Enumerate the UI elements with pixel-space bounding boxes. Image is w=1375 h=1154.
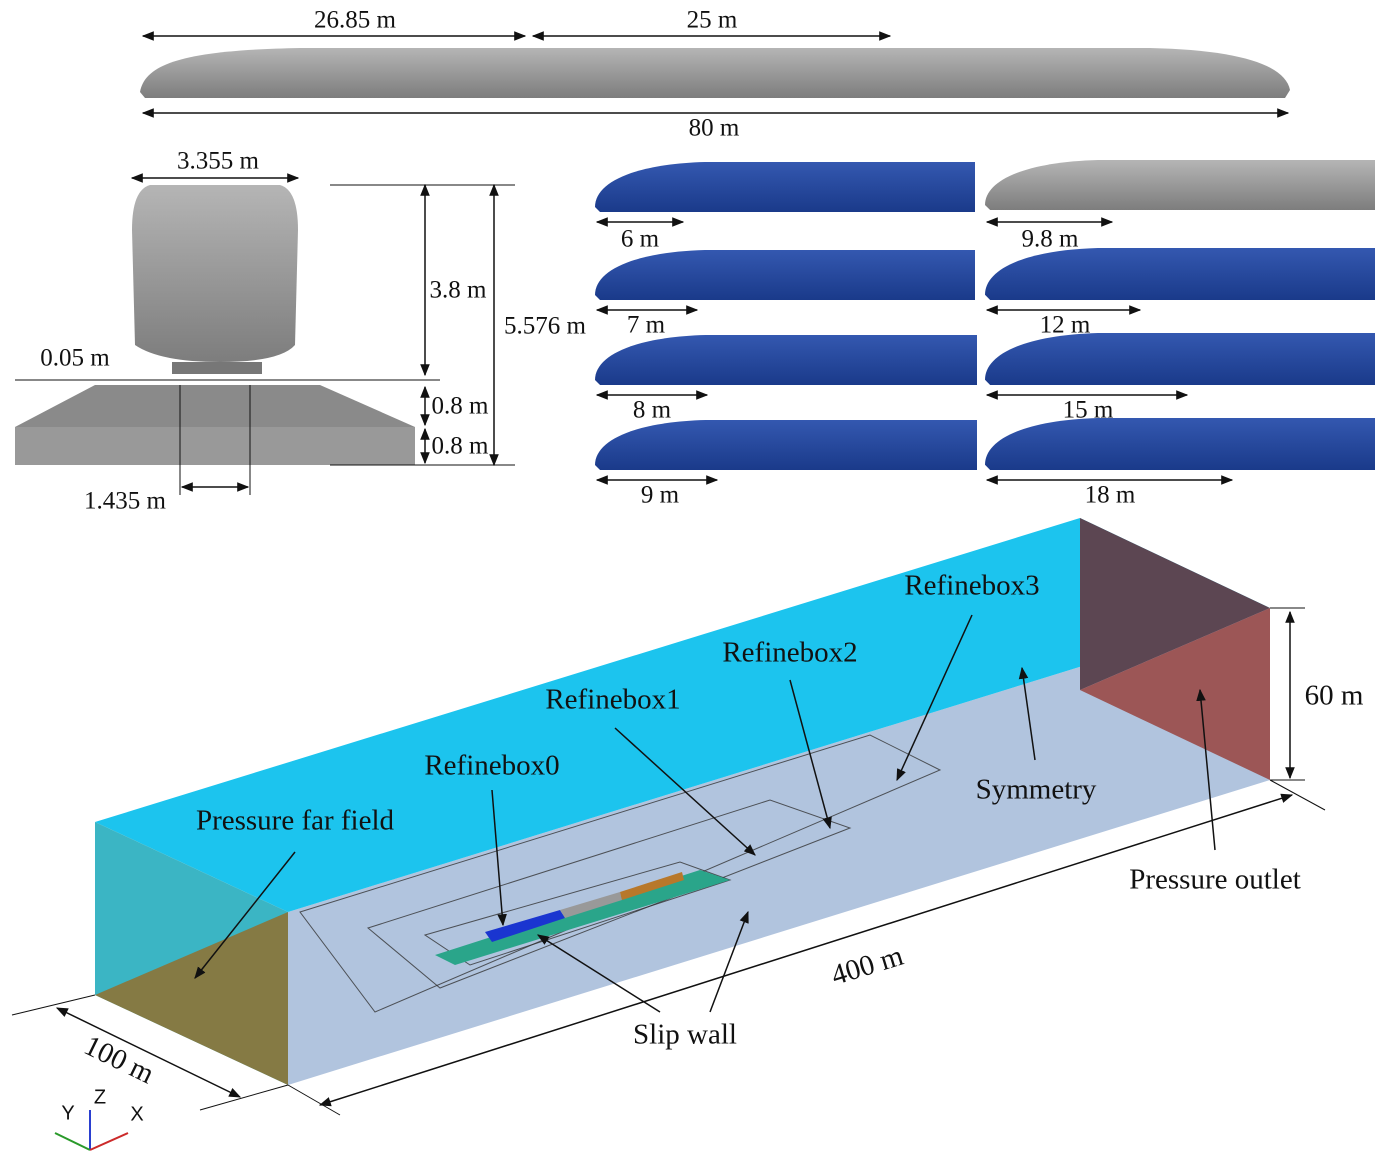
ext-line <box>1270 780 1325 810</box>
label: Slip wall <box>633 1019 737 1051</box>
nose-shape <box>985 418 1375 470</box>
ext-line <box>12 995 95 1015</box>
dim-label: 0.8 m <box>432 433 490 460</box>
dim-label: 26.85 m <box>314 7 397 34</box>
ext-line <box>200 1085 288 1110</box>
slab <box>15 427 415 465</box>
dim-label: 15 m <box>1063 397 1114 424</box>
nose-shape <box>595 335 977 385</box>
dim-label: 0.8 m <box>432 393 490 420</box>
axis-x <box>90 1133 128 1150</box>
dim-label: 9.8 m <box>1022 226 1080 253</box>
dim-label: 6 m <box>621 226 660 253</box>
nose-shape <box>985 160 1375 210</box>
dim-label: 9 m <box>641 482 680 509</box>
axis-y <box>55 1133 90 1150</box>
axis-label: Y <box>61 1102 74 1124</box>
axis-label: Z <box>94 1086 106 1108</box>
dim-label: 60 m <box>1305 680 1364 712</box>
dim-label: 3.8 m <box>430 277 488 304</box>
figure: 26.85 m 25 m 80 m 3.355 m 3.8 m 5.576 m … <box>0 0 1375 1154</box>
car-body <box>132 185 298 362</box>
dim-label: 0.05 m <box>40 345 110 372</box>
dim-label: 5.576 m <box>504 313 587 340</box>
dim-label: 1.435 m <box>84 488 167 515</box>
dim-label: 18 m <box>1085 482 1136 509</box>
label: Refinebox2 <box>722 637 857 669</box>
ext-line <box>288 1085 340 1115</box>
label: Refinebox0 <box>424 750 559 782</box>
dim-label: 7 m <box>627 312 666 339</box>
nose-shape <box>595 162 975 212</box>
label: Pressure far field <box>196 805 395 837</box>
label: Pressure outlet <box>1129 864 1301 896</box>
label: Symmetry <box>976 774 1097 806</box>
dim-label: 3.355 m <box>177 148 260 175</box>
dim-label: 80 m <box>689 115 740 142</box>
label: Refinebox1 <box>545 684 680 716</box>
ballast <box>15 385 415 427</box>
dim-label: 400 m <box>828 940 908 992</box>
nose-shape <box>595 420 977 470</box>
bogie <box>172 362 262 374</box>
axis-label: X <box>130 1103 143 1125</box>
nose-shape <box>985 333 1375 385</box>
dim-label: 12 m <box>1040 312 1091 339</box>
nose-shape <box>595 250 975 300</box>
dim-label: 25 m <box>687 7 738 34</box>
train-side <box>140 48 1290 98</box>
label: Refinebox3 <box>904 570 1039 602</box>
dim-label: 8 m <box>633 397 672 424</box>
nose-shape <box>985 248 1375 300</box>
